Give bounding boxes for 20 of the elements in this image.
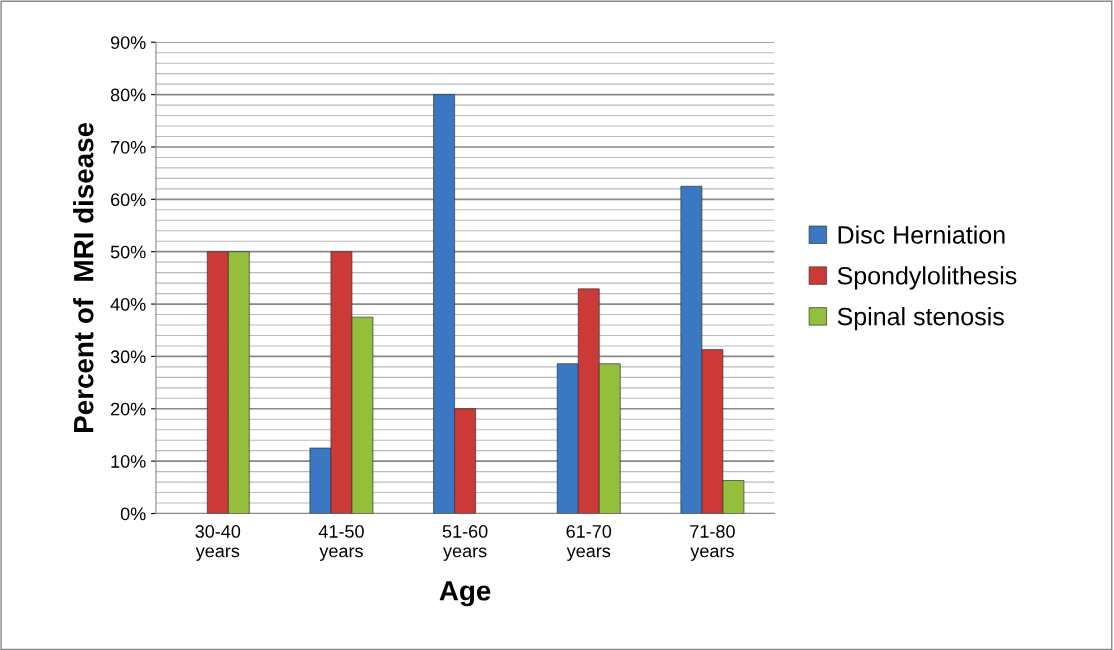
y-tick-label: 0% bbox=[120, 507, 146, 521]
x-axis-title: Age bbox=[439, 581, 491, 607]
y-tick-label: 60% bbox=[111, 193, 146, 207]
y-tick-label: 90% bbox=[110, 36, 146, 49]
x-tick-label: 61-70 years bbox=[566, 525, 612, 561]
x-tick-label: 30-40 years bbox=[195, 525, 241, 561]
x-tick-label: 51-60 years bbox=[442, 525, 488, 561]
y-tick-label: 80% bbox=[110, 88, 146, 102]
y-tick-label: 70% bbox=[111, 140, 146, 154]
legend-label: Spondylolithesis bbox=[837, 266, 1017, 290]
legend-label: Spinal stenosis bbox=[837, 307, 1004, 331]
y-tick-label: 20% bbox=[111, 402, 146, 416]
x-tick-label: 41-50 years bbox=[318, 525, 364, 561]
x-tick-label: 71-80 years bbox=[690, 525, 735, 561]
y-tick-label: 40% bbox=[110, 297, 146, 311]
y-axis-title: Percent of MRI disease bbox=[73, 122, 94, 432]
legend-label: Disc Herniation bbox=[838, 225, 1005, 244]
y-tick-label: 50% bbox=[110, 245, 146, 259]
y-tick-label: 10% bbox=[111, 455, 146, 468]
y-tick-label: 30% bbox=[110, 350, 146, 364]
